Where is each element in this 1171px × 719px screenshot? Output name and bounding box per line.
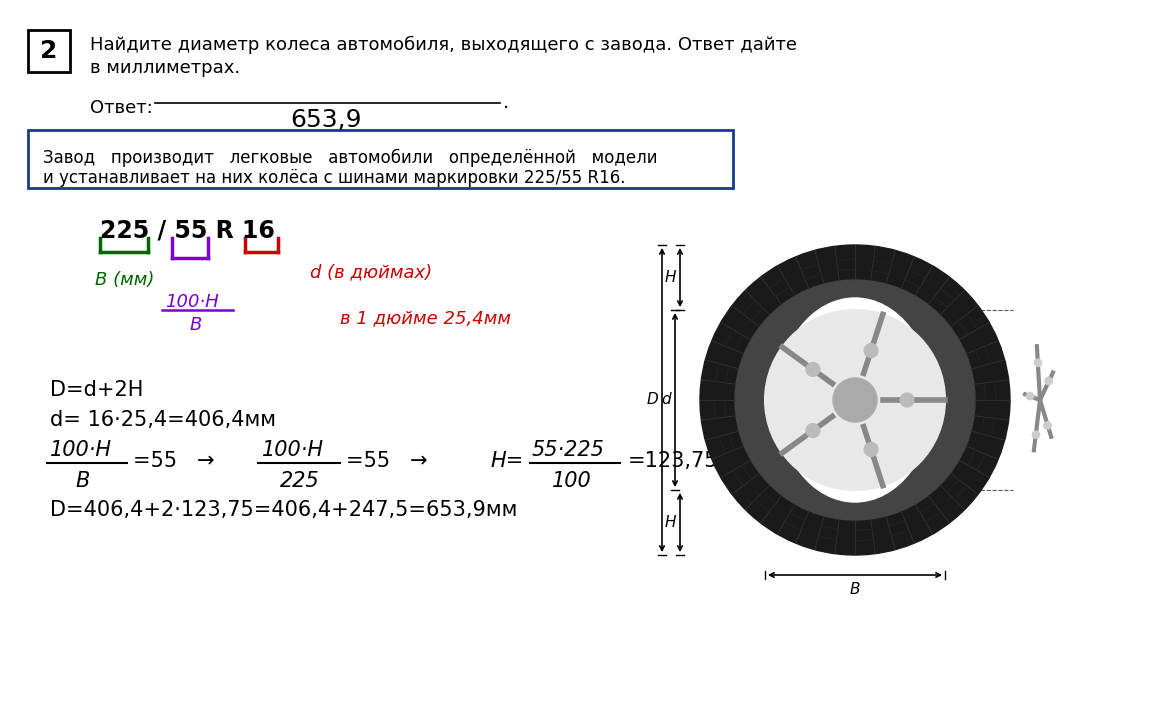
Text: Завод   производит   легковые   автомобили   определённой   модели: Завод производит легковые автомобили опр… [43,149,657,167]
Text: Ответ:: Ответ: [90,99,152,117]
Circle shape [1032,431,1040,439]
Text: 100·H: 100·H [50,440,112,460]
Text: Найдите диаметр колеса автомобиля, выходящего с завода. Ответ дайте: Найдите диаметр колеса автомобиля, выход… [90,36,797,54]
Ellipse shape [1013,273,1068,527]
Text: D=406,4+2·123,75=406,4+247,5=653,9мм: D=406,4+2·123,75=406,4+247,5=653,9мм [50,500,518,520]
Ellipse shape [1030,340,1050,460]
Text: 100·H: 100·H [262,440,324,460]
Text: D=d+2H: D=d+2H [50,380,143,400]
Text: =55   →: =55 → [133,451,214,471]
Text: d (в дюймах): d (в дюймах) [310,263,432,281]
Circle shape [864,442,878,457]
Circle shape [806,362,820,377]
Circle shape [833,378,877,422]
Ellipse shape [1016,285,1064,515]
Text: D: D [646,393,658,408]
Text: 55·225: 55·225 [532,440,605,460]
Text: 653,9: 653,9 [290,108,362,132]
Text: =55   →: =55 → [345,451,427,471]
FancyBboxPatch shape [28,130,733,188]
Circle shape [1026,392,1034,400]
Circle shape [900,393,915,407]
Text: H: H [664,270,676,285]
Circle shape [1045,377,1053,385]
Circle shape [1034,359,1042,367]
Text: Н=: Н= [489,451,523,471]
Ellipse shape [1020,300,1060,500]
Text: в 1 дюйме 25,4мм: в 1 дюйме 25,4мм [340,309,511,327]
Text: .: . [504,93,509,112]
Text: 225: 225 [280,471,320,491]
Text: d: d [662,393,671,408]
Text: H: H [664,515,676,530]
Text: 2: 2 [40,39,57,63]
Text: 100: 100 [552,471,591,491]
Ellipse shape [778,298,933,502]
Bar [28,30,70,72]
Circle shape [735,280,975,520]
Circle shape [864,344,878,357]
Text: и устанавливает на них колёса с шинами маркировки 225/55 R16.: и устанавливает на них колёса с шинами м… [43,169,625,187]
Text: 100·H: 100·H [165,293,219,311]
Circle shape [806,423,820,438]
Text: В (мм): В (мм) [95,271,155,289]
Text: d= 16·25,4=406,4мм: d= 16·25,4=406,4мм [50,410,276,430]
Text: В: В [190,316,203,334]
Text: в миллиметрах.: в миллиметрах. [90,59,240,77]
Text: =123,75: =123,75 [628,451,719,471]
Circle shape [1043,421,1052,429]
Circle shape [765,310,945,490]
Circle shape [700,245,1011,555]
Text: В: В [75,471,89,491]
Text: B: B [850,582,861,597]
Text: 225 / 55 R 16: 225 / 55 R 16 [100,218,275,242]
